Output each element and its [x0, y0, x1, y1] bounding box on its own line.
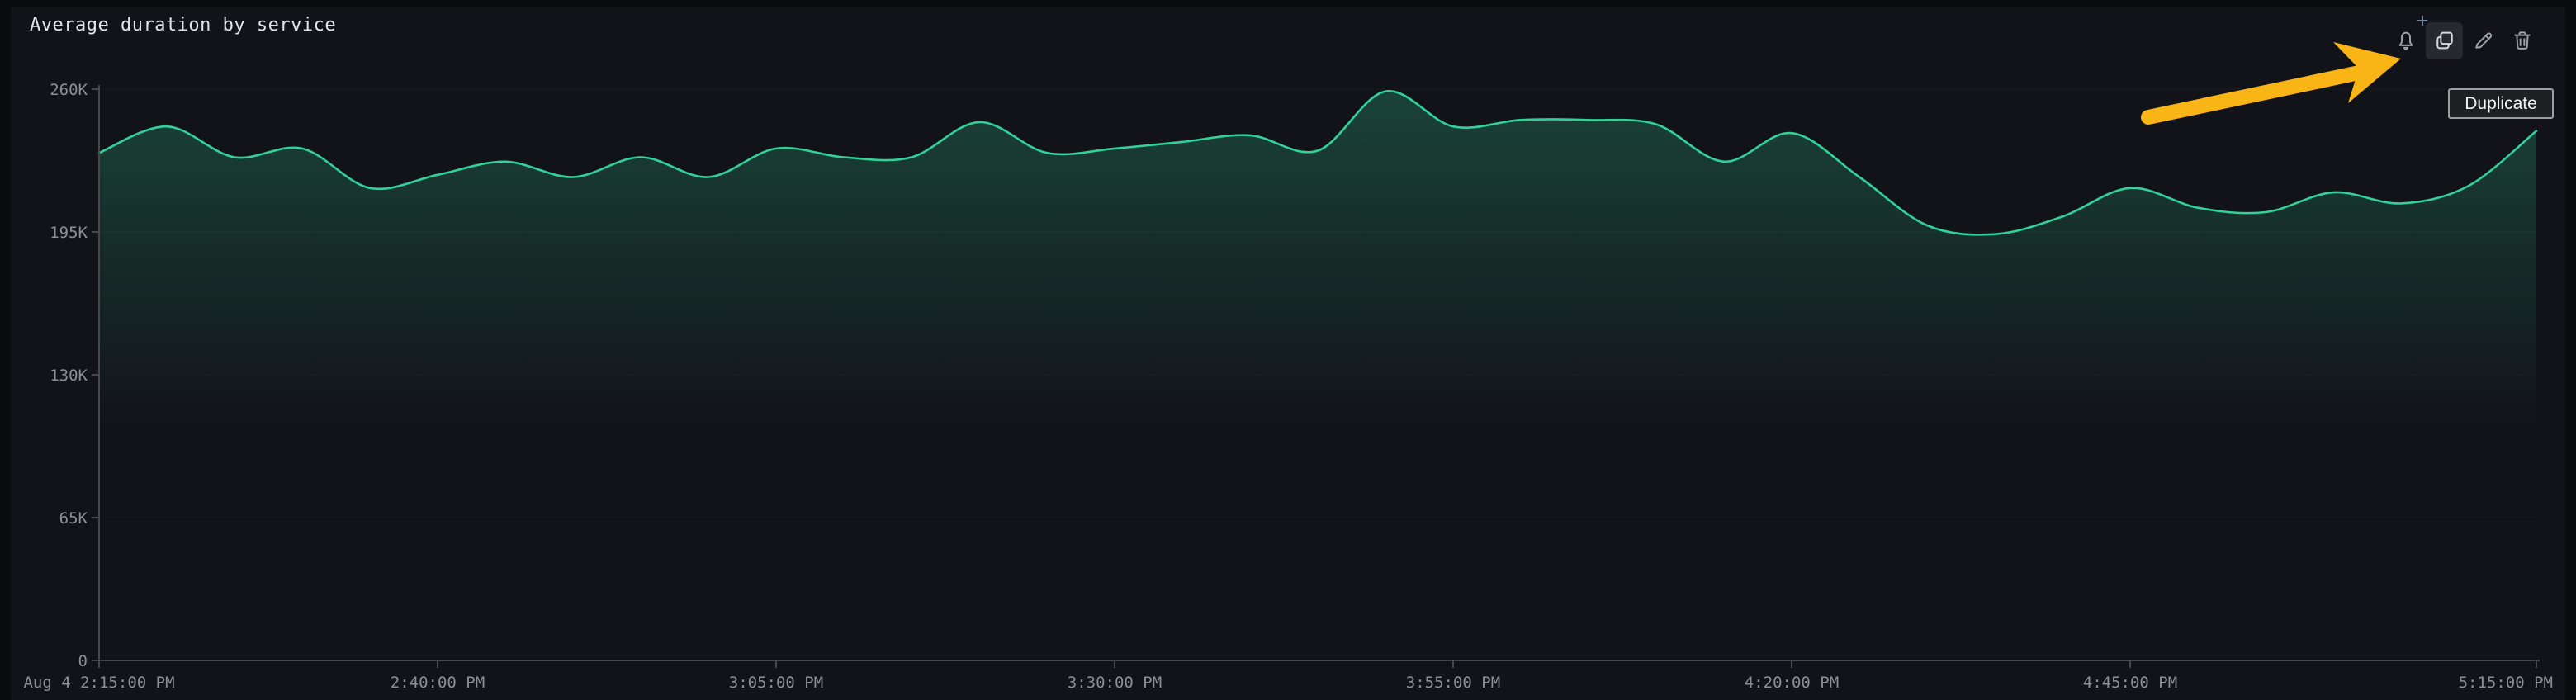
pencil-icon	[2472, 29, 2495, 52]
series-area	[99, 91, 2536, 660]
x-tick-label: 2:40:00 PM	[391, 674, 485, 692]
x-tick-label: 4:20:00 PM	[1745, 674, 1839, 692]
tooltip-text: Duplicate	[2465, 93, 2537, 113]
chart-canvas[interactable]: 0 65K 130K 195K 260K Aug 4 2:15:00 PM 2:40:00 …	[11, 7, 2565, 700]
delete-button[interactable]	[2503, 22, 2540, 59]
duplicate-button[interactable]	[2426, 21, 2463, 59]
x-tick-label: 3:05:00 PM	[729, 674, 823, 692]
series-line	[97, 90, 2538, 236]
edit-button[interactable]	[2465, 22, 2502, 59]
trash-icon	[2511, 29, 2534, 52]
x-tick-label: 3:30:00 PM	[1068, 674, 1162, 692]
y-tick-label: 195K	[50, 224, 88, 242]
x-tick-label: 4:45:00 PM	[2083, 674, 2177, 692]
x-tick-label: Aug 4 2:15:00 PM	[23, 674, 174, 692]
dashboard-panel: Average duration by service 0 65K 130K 195K…	[11, 7, 2565, 700]
panel-toolbar	[2387, 15, 2540, 59]
plus-icon	[2416, 14, 2429, 27]
x-tick-label: 3:55:00 PM	[1406, 674, 1500, 692]
y-tick-label: 0	[78, 652, 88, 670]
create-alert-button[interactable]	[2387, 15, 2428, 59]
x-tick-label: 5:15:00 PM	[2459, 674, 2553, 692]
y-tick-label: 65K	[59, 509, 88, 527]
y-tick-label: 130K	[50, 367, 88, 385]
y-tick-label: 260K	[50, 81, 88, 99]
duplicate-tooltip: Duplicate	[2448, 88, 2554, 119]
panel-title: Average duration by service	[30, 15, 337, 35]
bell-icon	[2394, 29, 2417, 52]
copy-icon	[2433, 29, 2456, 52]
